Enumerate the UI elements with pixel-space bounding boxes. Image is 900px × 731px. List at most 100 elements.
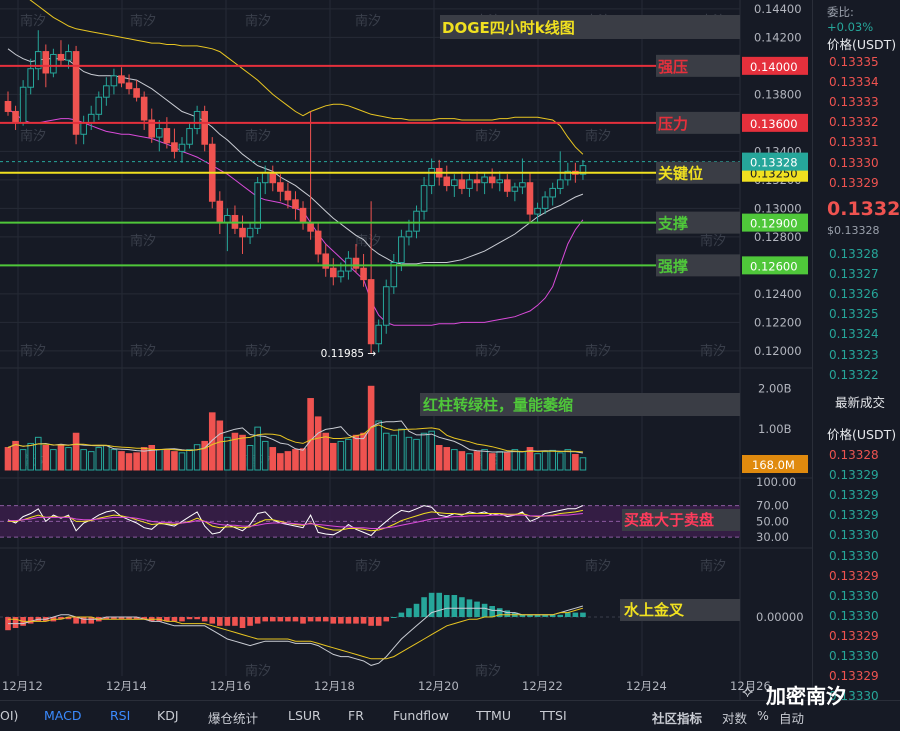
volume-bar (322, 432, 330, 471)
percent-toggle[interactable]: % (757, 708, 769, 723)
volume-bar (299, 448, 307, 471)
volume-bar (80, 449, 87, 471)
macd-histogram-bar (353, 617, 359, 624)
auto-scale-toggle[interactable]: 自动 (779, 711, 805, 726)
candle-up (27, 68, 34, 88)
macd-histogram-bar (88, 617, 95, 624)
volume-bar (178, 452, 186, 471)
macd-histogram-bar (428, 592, 435, 617)
tab-macd[interactable]: MACD (44, 708, 82, 723)
volume-bar (352, 434, 360, 471)
volume-bar (277, 453, 284, 471)
log-scale-toggle[interactable]: 对数 (722, 711, 748, 726)
ask-price: 0.13334 (829, 75, 879, 90)
candle-up (34, 51, 42, 70)
macd-histogram-bar (459, 597, 465, 617)
level-price-tag (742, 113, 808, 132)
tab-oi[interactable]: OI) (0, 708, 19, 723)
trade-price: 0.13328 (829, 448, 879, 462)
tab-kdj[interactable]: KDJ (157, 708, 179, 723)
candle-down (4, 100, 12, 112)
candle-down (458, 179, 466, 189)
candle-up (186, 128, 193, 145)
tab-ttsi[interactable]: TTSI (540, 708, 567, 723)
low-price-annotation: 0.11985 → (321, 348, 377, 360)
price-tick-label: 0.13800 (754, 87, 802, 101)
watermark-text: 南汐 (475, 663, 501, 679)
candle-down (367, 279, 375, 345)
macd-annotation: 水上金叉 (624, 601, 685, 619)
tab-liquidation-stats[interactable]: 爆仓统计 (208, 711, 259, 726)
candle-down (292, 199, 299, 209)
bid-ask-ratio-label: 委比: (827, 5, 854, 19)
tab-lsur[interactable]: LSUR (288, 708, 321, 723)
ask-price: 0.13333 (829, 95, 879, 110)
volume-bar (451, 449, 458, 471)
volume-annotation-bg (420, 393, 740, 416)
rsi-line (8, 509, 583, 532)
watermark-text: 南汐 (700, 343, 726, 359)
volume-bar (208, 412, 216, 471)
candle-up (549, 187, 556, 198)
watermark-text: 南汐 (355, 233, 381, 249)
time-tick-label: 12月16 (210, 679, 251, 693)
level-label: 强撑 (658, 257, 688, 275)
candle-down (216, 200, 224, 224)
candle-up (405, 230, 413, 238)
volume-bar (27, 442, 34, 471)
bid-price: 0.13324 (829, 327, 879, 342)
tab-fundflow[interactable]: Fundflow (393, 708, 450, 723)
volume-bar (473, 451, 481, 471)
macd-histogram-bar (360, 617, 367, 624)
macd-histogram-bar (519, 614, 526, 617)
volume-bar (50, 449, 57, 471)
macd-histogram-bar (534, 614, 541, 617)
level-price-tag-label: 0.12600 (750, 259, 798, 273)
trade-price: 0.13330 (829, 689, 879, 700)
candle-up (19, 86, 27, 124)
volume-bar (19, 449, 27, 471)
macd-histogram-bar (496, 608, 503, 617)
candle-down (277, 182, 284, 192)
volume-bar (337, 440, 345, 471)
watermark-text: 南汐 (20, 343, 46, 359)
macd-histogram-bar (285, 617, 291, 622)
trades-title: 最新成交 (835, 395, 886, 410)
volume-ma-line (7, 424, 583, 453)
volume-bar (314, 416, 322, 471)
time-tick-label: 12月20 (418, 679, 459, 693)
tab-rsi[interactable]: RSI (110, 708, 131, 723)
macd-histogram-bar (565, 612, 571, 617)
macd-histogram-bar (436, 592, 443, 617)
watermark-text: 南汐 (130, 343, 156, 359)
candle-down (473, 179, 481, 184)
level-label: 强压 (658, 58, 688, 76)
bid-price: 0.13322 (829, 367, 879, 382)
time-tick-label: 12月14 (106, 679, 147, 693)
macd-histogram-bar (209, 617, 216, 624)
level-price-tag (742, 213, 808, 232)
candle-down (148, 119, 156, 138)
tab-ttmu[interactable]: TTMU (476, 708, 511, 723)
volume-bar (481, 449, 488, 471)
trade-price: 0.13329 (829, 568, 879, 583)
volume-bar (95, 447, 103, 471)
candle-up (481, 176, 488, 184)
volume-bar (329, 442, 337, 471)
volume-bar (420, 432, 428, 471)
volume-bar (224, 436, 231, 471)
candle-up (556, 179, 564, 189)
macd-histogram-bar (111, 617, 117, 620)
candle-down (488, 176, 496, 184)
watermark-text: 南汐 (130, 558, 156, 574)
volume-bar (564, 449, 572, 471)
volume-bar (34, 436, 42, 471)
tab-fr[interactable]: FR (348, 708, 364, 723)
candle-up (428, 167, 435, 187)
candle-down (360, 267, 367, 281)
rsi-tick-label: 30.00 (756, 530, 789, 544)
watermark-text: 南汐 (20, 13, 46, 29)
community-indicators-button[interactable]: 社区指标 (652, 711, 703, 726)
volume-bar (579, 457, 587, 471)
